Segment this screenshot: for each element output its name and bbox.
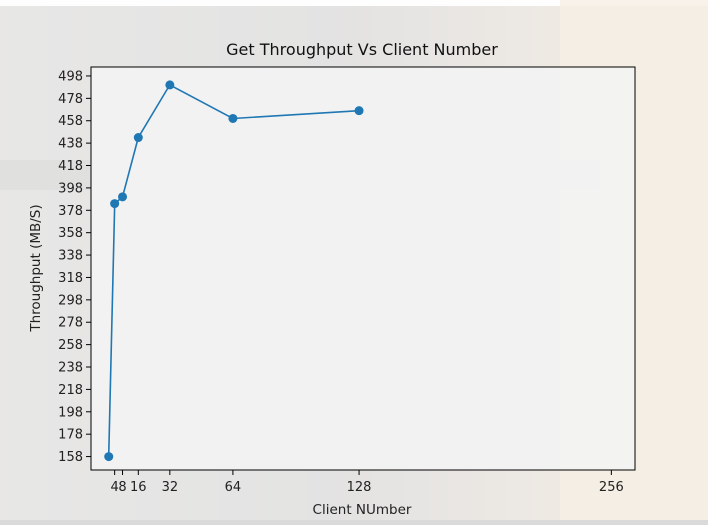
y-tick-label: 198 (58, 405, 83, 420)
x-tick-label: 8 (118, 480, 126, 495)
y-tick-label: 458 (58, 114, 83, 129)
x-tick-label: 4 (111, 480, 119, 495)
y-tick-label: 158 (58, 450, 83, 465)
data-point (165, 80, 175, 90)
y-tick-label: 218 (58, 383, 83, 398)
y-tick-label: 178 (58, 428, 83, 443)
y-tick-label: 238 (58, 361, 83, 376)
y-tick-label: 278 (58, 316, 83, 331)
y-tick-label: 358 (58, 226, 83, 241)
x-axis-ticks: 4 8 16 32 64 128 256 (111, 470, 624, 495)
data-point (354, 106, 364, 116)
x-tick-label: 128 (347, 480, 372, 495)
y-tick-label: 438 (58, 137, 83, 152)
y-tick-label: 318 (58, 271, 83, 286)
y-tick-label: 258 (58, 338, 83, 353)
plot-area (90, 66, 636, 471)
series-points (104, 80, 364, 462)
y-tick-label: 398 (58, 181, 83, 196)
y-tick-label: 418 (58, 159, 83, 174)
y-tick-label: 338 (58, 249, 83, 264)
x-axis-label: Client NUmber (313, 502, 412, 518)
x-tick-label: 64 (225, 480, 242, 495)
y-tick-label: 298 (58, 293, 83, 308)
data-point (118, 192, 128, 202)
y-axis-label: Throughput (MB/S) (28, 204, 44, 332)
x-tick-label: 16 (130, 480, 147, 495)
data-point (228, 113, 238, 123)
y-tick-label: 478 (58, 92, 83, 107)
chart-title: Get Throughput Vs Client Number (226, 40, 498, 59)
x-tick-label: 256 (599, 480, 624, 495)
data-point (110, 199, 120, 209)
y-axis-ticks: 158 178 198 218 238 258 278 298 318 338 358 378 398 4… (58, 69, 91, 465)
y-tick-label: 498 (58, 69, 83, 84)
x-tick-label: 32 (162, 480, 179, 495)
y-tick-label: 378 (58, 204, 83, 219)
data-point (133, 133, 143, 143)
data-point (104, 452, 114, 462)
